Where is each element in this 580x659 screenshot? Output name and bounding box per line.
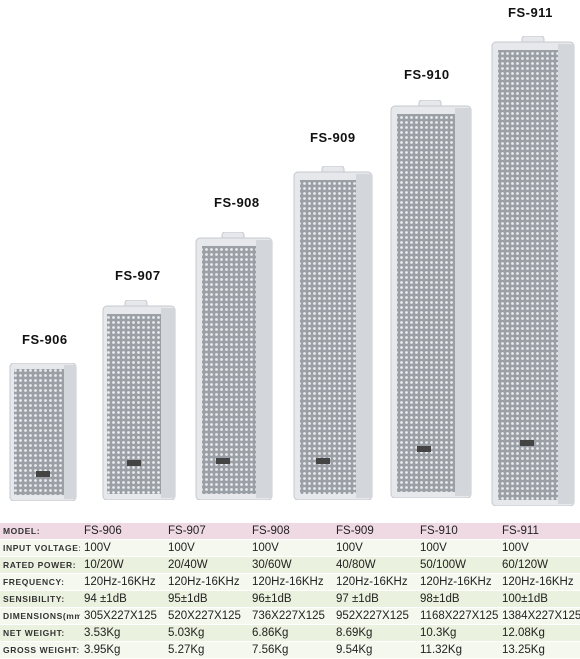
model-title-fs-906: FS-906	[22, 332, 68, 347]
spec-cell: FS-910	[416, 523, 498, 540]
spec-cell: 40/80W	[332, 556, 416, 574]
spec-cell: FS-909	[332, 523, 416, 540]
spec-label: NET WEIGHT:	[0, 624, 80, 642]
spec-cell: 3.53Kg	[80, 624, 164, 642]
spec-cell: 120Hz-16KHz	[248, 573, 332, 591]
spec-cell: FS-906	[80, 523, 164, 540]
speaker-fs-910-image	[389, 100, 473, 498]
spec-cell: 100V	[416, 539, 498, 557]
spec-cell: FS-908	[248, 523, 332, 540]
spec-cell: 1168X227X125	[416, 607, 498, 625]
spec-cell: 100V	[164, 539, 248, 557]
spec-cell: 100V	[80, 539, 164, 557]
spec-cell: 736X227X125	[248, 607, 332, 625]
speaker-fs-909-image	[292, 166, 374, 500]
speaker-fs-911-image	[490, 36, 576, 506]
spec-cell: 96±1dB	[248, 590, 332, 608]
spec-cell: 100V	[248, 539, 332, 557]
spec-cell: 3.95Kg	[80, 641, 164, 659]
spec-row-sensibility: SENSIBILITY: 94 ±1dB 95±1dB 96±1dB 97 ±1dB 98…	[0, 590, 580, 608]
spec-cell: 11.32Kg	[416, 641, 498, 659]
spec-cell: FS-907	[164, 523, 248, 540]
spec-row-dimensions-mm: DIMENSIONS(mm):305X227X125520X227X125736…	[0, 607, 580, 625]
spec-label: MODEL:	[0, 523, 80, 540]
spec-label: RATED POWER:	[0, 556, 80, 574]
speaker-fs-908-image	[194, 232, 274, 500]
model-title-fs-911: FS-911	[508, 5, 553, 20]
spec-cell: 1384X227X125	[498, 607, 580, 625]
spec-cell: 8.69Kg	[332, 624, 416, 642]
spec-cell: 305X227X125	[80, 607, 164, 625]
spec-cell: 12.08Kg	[498, 624, 580, 642]
spec-cell: 50/100W	[416, 556, 498, 574]
spec-cell: 97 ±1dB	[332, 590, 416, 608]
spec-table: MODEL: FS-906 FS-907 FS-908 FS-909 FS-910 FS-9…	[0, 523, 580, 659]
spec-cell: 120Hz-16KHz	[332, 573, 416, 591]
spec-row-frequency: FREQUENCY: 120Hz-16KHz 120Hz-16KHz 120Hz-16…	[0, 573, 580, 591]
spec-cell: 20/40W	[164, 556, 248, 574]
model-title-fs-907: FS-907	[115, 268, 161, 283]
spec-cell: 120Hz-16KHz	[164, 573, 248, 591]
spec-cell: 952X227X125	[332, 607, 416, 625]
spec-cell: 94 ±1dB	[80, 590, 164, 608]
spec-cell: 100V	[498, 539, 580, 557]
spec-cell: 10.3Kg	[416, 624, 498, 642]
spec-label: INPUT VOLTAGE:	[0, 539, 80, 557]
speaker-fs-907-image	[101, 300, 177, 500]
spec-cell: 100±1dB	[498, 590, 580, 608]
spec-label: FREQUENCY:	[0, 573, 80, 591]
spec-cell: 95±1dB	[164, 590, 248, 608]
spec-row-input-voltage: INPUT VOLTAGE: 100V 100V 100V 100V 100V 100V	[0, 539, 580, 557]
spec-label: GROSS WEIGHT:	[0, 641, 80, 659]
spec-cell: 9.54Kg	[332, 641, 416, 659]
spec-label: SENSIBILITY:	[0, 590, 80, 608]
spec-cell: 5.03Kg	[164, 624, 248, 642]
spec-cell: 120Hz-16KHz	[498, 573, 580, 591]
spec-cell: 6.86Kg	[248, 624, 332, 642]
spec-header-row: MODEL: FS-906 FS-907 FS-908 FS-909 FS-910 FS-9…	[0, 523, 580, 540]
model-title-fs-908: FS-908	[214, 195, 260, 210]
spec-cell: FS-911	[498, 523, 580, 540]
product-showcase: FS-906 FS-907 FS-908 FS-909 FS-910 FS-91…	[8, 5, 576, 506]
spec-row-gross-weight: GROSS WEIGHT: 3.95Kg 5.27Kg 7.56Kg 9.54Kg 11.…	[0, 641, 580, 659]
spec-cell: 60/120W	[498, 556, 580, 574]
spec-cell: 5.27Kg	[164, 641, 248, 659]
model-title-fs-910: FS-910	[404, 67, 450, 82]
spec-cell: 100V	[332, 539, 416, 557]
spec-cell: 98±1dB	[416, 590, 498, 608]
spec-cell: 30/60W	[248, 556, 332, 574]
spec-cell: 520X227X125	[164, 607, 248, 625]
spec-cell: 7.56Kg	[248, 641, 332, 659]
spec-cell: 10/20W	[80, 556, 164, 574]
model-title-fs-909: FS-909	[310, 130, 356, 145]
speaker-fs-906-image	[8, 363, 80, 501]
spec-label: DIMENSIONS(mm):	[0, 607, 80, 625]
spec-cell: 120Hz-16KHz	[80, 573, 164, 591]
spec-cell: 120Hz-16KHz	[416, 573, 498, 591]
spec-cell: 13.25Kg	[498, 641, 580, 659]
spec-row-net-weight: NET WEIGHT: 3.53Kg 5.03Kg 6.86Kg 8.69Kg 10.3K…	[0, 624, 580, 642]
spec-row-rated-power: RATED POWER: 10/20W 20/40W 30/60W 40/80W 50/1…	[0, 556, 580, 574]
